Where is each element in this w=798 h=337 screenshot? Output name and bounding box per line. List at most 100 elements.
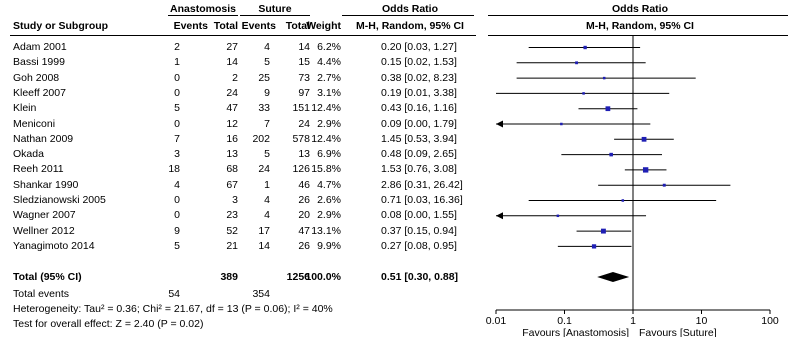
or-header-group: Odds Ratio	[381, 3, 438, 15]
total-e: 2	[232, 71, 238, 84]
total-c: 97	[298, 86, 310, 99]
total-c: 20	[298, 209, 310, 222]
events-c: 24	[258, 163, 270, 176]
or-ci: 0.19 [0.01, 3.38]	[381, 86, 457, 99]
events-c: 17	[258, 224, 270, 237]
events-e: 0	[174, 194, 180, 206]
events-c: 14	[258, 239, 270, 252]
x-tick-label: 0.1	[557, 315, 572, 327]
events-c: 5	[264, 56, 270, 69]
total-e: 3	[232, 194, 238, 206]
weight: 12.4%	[311, 102, 341, 115]
col-header-or-method: M-H, Random, 95% CI	[356, 20, 464, 32]
col-header-total-c: Total	[285, 20, 310, 32]
events-e: 0	[174, 117, 180, 130]
weight: 15.8%	[311, 163, 341, 176]
weight: 4.7%	[317, 178, 341, 191]
total-te: 389	[220, 271, 238, 283]
x-tick-label: 100	[761, 315, 779, 327]
total-e: 68	[226, 163, 238, 176]
weight: 2.6%	[317, 194, 341, 206]
or-ci: 0.48 [0.09, 2.65]	[381, 148, 457, 161]
favours-right-label: Favours [Suture]	[639, 327, 717, 337]
total-c: 578	[292, 132, 310, 145]
weight: 9.9%	[317, 239, 341, 252]
total-e: 24	[226, 86, 238, 99]
total-e: 21	[226, 239, 238, 252]
weight: 2.9%	[317, 117, 341, 130]
or-ci: 0.08 [0.00, 1.55]	[381, 209, 457, 222]
point-marker	[591, 244, 597, 249]
events-c: 4	[264, 209, 270, 222]
point-marker	[605, 106, 611, 112]
events-e: 18	[168, 163, 180, 176]
total-events-e: 54	[168, 288, 180, 300]
total-c: 15	[298, 56, 310, 69]
study-name: Wellner 2012	[13, 224, 75, 237]
total-e: 23	[226, 209, 238, 222]
total-e: 14	[226, 56, 238, 69]
events-e: 5	[174, 239, 180, 252]
events-e: 0	[174, 86, 180, 99]
study-name: Bassi 1999	[13, 56, 65, 69]
events-e: 0	[174, 209, 180, 222]
total-e: 13	[226, 148, 238, 161]
ci-arrow	[496, 120, 503, 128]
total-c: 26	[298, 194, 310, 206]
events-c: 202	[252, 132, 270, 145]
or-ci: 0.15 [0.02, 1.53]	[381, 56, 457, 69]
total-events-c: 354	[252, 288, 270, 300]
overall-effect-text: Test for overall effect: Z = 2.40 (P = 0…	[13, 318, 204, 330]
study-name: Wagner 2007	[13, 209, 76, 222]
events-c: 25	[258, 71, 270, 84]
total-tc: 1256	[286, 271, 310, 283]
or-ci: 0.27 [0.08, 0.95]	[381, 239, 457, 252]
col-header-events-c: Events	[241, 20, 276, 32]
point-marker	[641, 136, 647, 142]
point-marker	[582, 92, 585, 95]
point-marker	[575, 61, 578, 65]
point-marker	[609, 152, 613, 157]
or-ci: 1.45 [0.53, 3.94]	[381, 132, 457, 145]
study-name: Reeh 2011	[13, 163, 64, 176]
heterogeneity-text: Heterogeneity: Tau² = 0.36; Chi² = 21.67…	[13, 303, 333, 315]
point-marker	[560, 122, 563, 126]
total-c: 46	[298, 178, 310, 191]
study-name: Okada	[13, 148, 44, 161]
events-e: 9	[174, 224, 180, 237]
total-e: 27	[226, 41, 238, 53]
events-c: 7	[264, 117, 270, 130]
total-c: 73	[298, 71, 310, 84]
study-name: Kleeff 2007	[13, 86, 66, 99]
group-header-experimental: Anastomosis	[170, 3, 236, 15]
col-header-events-e: Events	[173, 20, 208, 32]
events-c: 5	[264, 148, 270, 161]
or-ci: 2.86 [0.31, 26.42]	[381, 178, 463, 191]
weight: 13.1%	[311, 224, 341, 237]
total-c: 151	[292, 102, 310, 115]
total-weight: 100.0%	[305, 271, 341, 283]
weight: 12.4%	[311, 132, 341, 145]
total-e: 16	[226, 132, 238, 145]
events-e: 0	[174, 71, 180, 84]
group-header-control: Suture	[258, 3, 292, 15]
study-name: Sledzianowski 2005	[13, 194, 106, 206]
or-ci: 0.71 [0.03, 16.36]	[381, 194, 463, 206]
point-marker	[583, 45, 587, 50]
total-c: 26	[298, 239, 310, 252]
study-name: Shankar 1990	[13, 178, 79, 191]
point-marker	[642, 167, 649, 173]
total-c: 126	[292, 163, 310, 176]
point-marker	[602, 76, 606, 80]
point-marker	[621, 199, 625, 202]
weight: 4.4%	[317, 56, 341, 69]
col-header-study: Study or Subgroup	[13, 20, 109, 32]
x-tick-label: 0.01	[486, 315, 507, 327]
study-name: Adam 2001	[13, 41, 67, 53]
total-label: Total (95% CI)	[13, 271, 82, 283]
or-ci: 0.20 [0.03, 1.27]	[381, 41, 457, 53]
point-marker	[662, 183, 666, 187]
or-ci: 0.09 [0.00, 1.79]	[381, 117, 457, 130]
total-ci: 0.51 [0.30, 0.88]	[381, 271, 459, 283]
